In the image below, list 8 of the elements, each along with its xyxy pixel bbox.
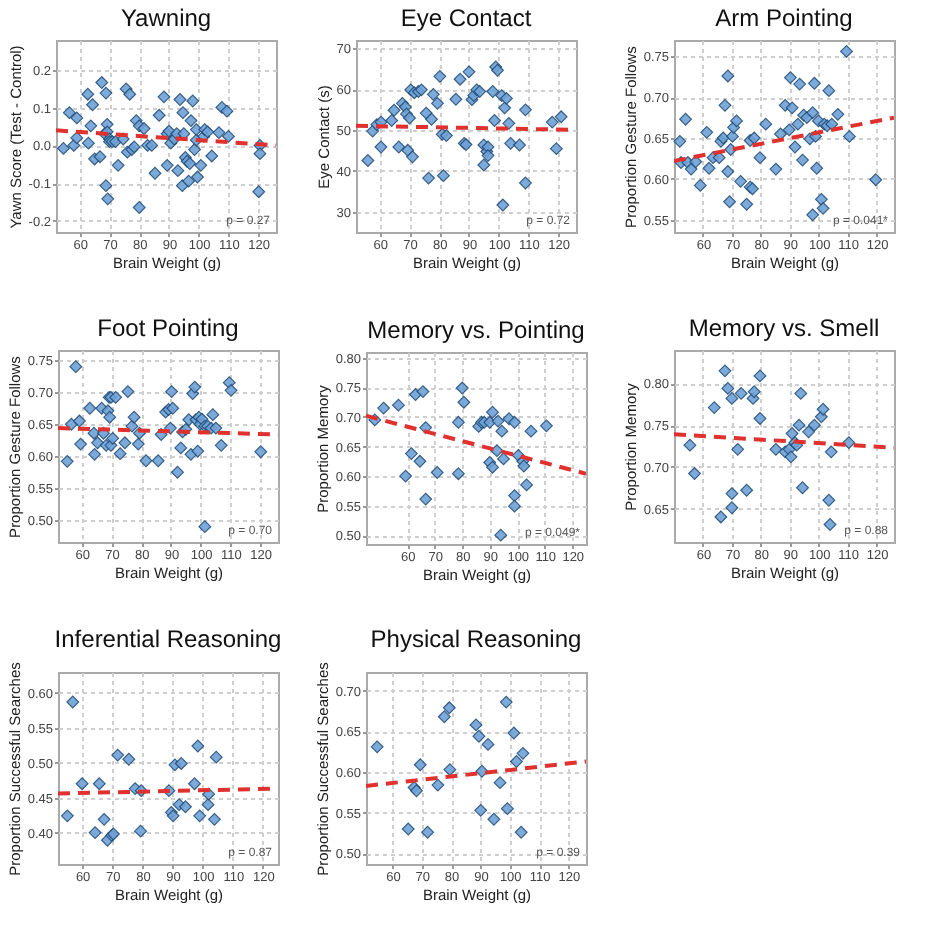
- chart-title: Inferential Reasoning: [54, 625, 282, 654]
- chart-title: Eye Contact: [400, 4, 533, 32]
- chart-title: Arm Pointing: [715, 4, 853, 32]
- chart-title: Memory vs. Pointing: [367, 315, 585, 344]
- chart-title: Physical Reasoning: [370, 625, 582, 654]
- chart-title: Foot Pointing: [97, 314, 239, 342]
- chart-title: Yawning: [120, 4, 212, 32]
- chart-title: Memory vs. Smell: [688, 314, 880, 342]
